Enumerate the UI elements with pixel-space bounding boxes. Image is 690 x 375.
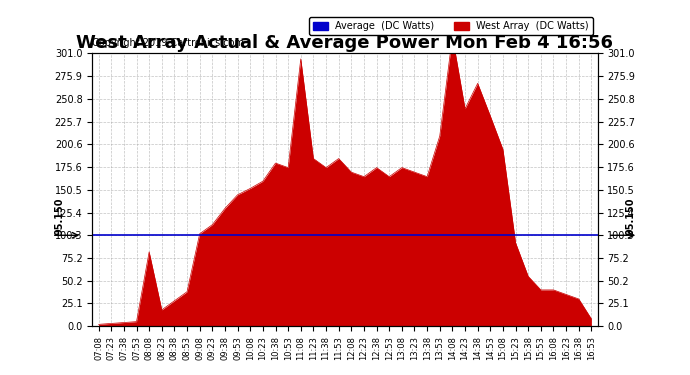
Text: Copyright 2019 Cartronics.com: Copyright 2019 Cartronics.com [92, 38, 244, 48]
Title: West Array Actual & Average Power Mon Feb 4 16:56: West Array Actual & Average Power Mon Fe… [77, 34, 613, 52]
Legend: Average  (DC Watts), West Array  (DC Watts): Average (DC Watts), West Array (DC Watts… [309, 17, 593, 35]
Text: 95.150: 95.150 [626, 198, 635, 235]
Text: 95.150: 95.150 [55, 198, 64, 235]
